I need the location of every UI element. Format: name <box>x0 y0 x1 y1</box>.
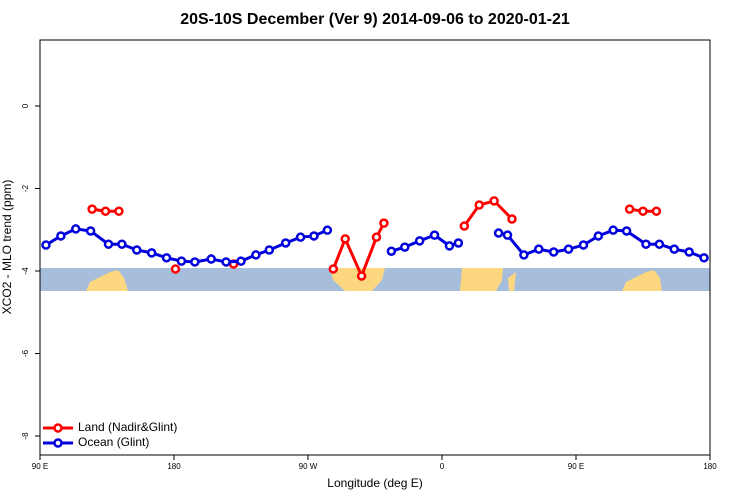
point <box>593 231 604 241</box>
point <box>386 246 397 256</box>
point <box>608 225 618 235</box>
point <box>117 239 127 249</box>
point <box>371 232 382 242</box>
point <box>624 204 635 214</box>
legend-marker <box>53 423 63 433</box>
x-tick-label: 180 <box>703 462 717 471</box>
point <box>669 244 680 254</box>
y-tick-label: -4 <box>21 267 30 275</box>
point <box>56 231 66 241</box>
y-tick-label: -6 <box>21 349 30 357</box>
point <box>132 245 142 255</box>
point <box>280 238 291 248</box>
point <box>502 230 513 240</box>
y-axis-label: XCO2 - MLO trend (ppm) <box>0 180 14 315</box>
point <box>684 247 694 257</box>
point <box>493 228 504 238</box>
point <box>534 244 544 254</box>
y-tick-label: -2 <box>21 184 30 192</box>
point <box>264 245 275 255</box>
point <box>638 206 648 216</box>
x-tick-label: 90 E <box>32 462 48 471</box>
point <box>41 240 51 250</box>
point <box>328 264 339 274</box>
map-strip <box>40 268 710 291</box>
point <box>507 214 517 224</box>
plot-frame <box>39 39 711 456</box>
y-tick-label: -8 <box>21 432 30 440</box>
x-tick-label: 180 <box>167 462 181 471</box>
point <box>190 257 200 267</box>
point <box>414 236 425 246</box>
point <box>85 226 96 236</box>
point <box>699 253 709 263</box>
point <box>444 241 455 251</box>
point <box>489 196 499 206</box>
point <box>356 271 367 281</box>
point <box>654 239 665 249</box>
point <box>621 226 632 236</box>
point <box>429 230 440 240</box>
x-tick-label: 0 <box>440 462 445 471</box>
point <box>563 244 574 254</box>
point <box>322 225 333 235</box>
point <box>251 250 261 260</box>
y-tick-label: 0 <box>21 103 30 108</box>
point <box>548 247 559 257</box>
legend-marker <box>53 438 63 448</box>
point <box>236 256 246 266</box>
chart-title: 20S-10S December (Ver 9) 2014-09-06 to 2… <box>180 11 570 28</box>
point <box>70 224 81 234</box>
x-tick-label: 90 E <box>568 462 584 471</box>
point <box>379 218 389 228</box>
point <box>340 234 350 244</box>
point <box>114 206 124 216</box>
point <box>295 232 306 242</box>
point <box>221 257 231 267</box>
legend-label: Land (Nadir&Glint) <box>78 420 177 434</box>
point <box>309 231 319 241</box>
point <box>651 206 662 216</box>
point <box>161 253 172 263</box>
point <box>87 204 97 214</box>
point <box>453 238 464 248</box>
point <box>519 250 529 260</box>
point <box>459 221 470 231</box>
point <box>170 264 181 274</box>
point <box>474 200 484 210</box>
point <box>176 256 187 266</box>
point <box>206 254 216 264</box>
legend-label: Ocean (Glint) <box>78 435 149 449</box>
point <box>578 240 589 250</box>
point <box>100 206 111 216</box>
x-tick-label: 90 W <box>299 462 318 471</box>
point <box>103 239 114 249</box>
x-axis-label: Longitude (deg E) <box>327 476 422 490</box>
point <box>641 239 651 249</box>
point <box>146 248 157 258</box>
point <box>400 242 410 252</box>
